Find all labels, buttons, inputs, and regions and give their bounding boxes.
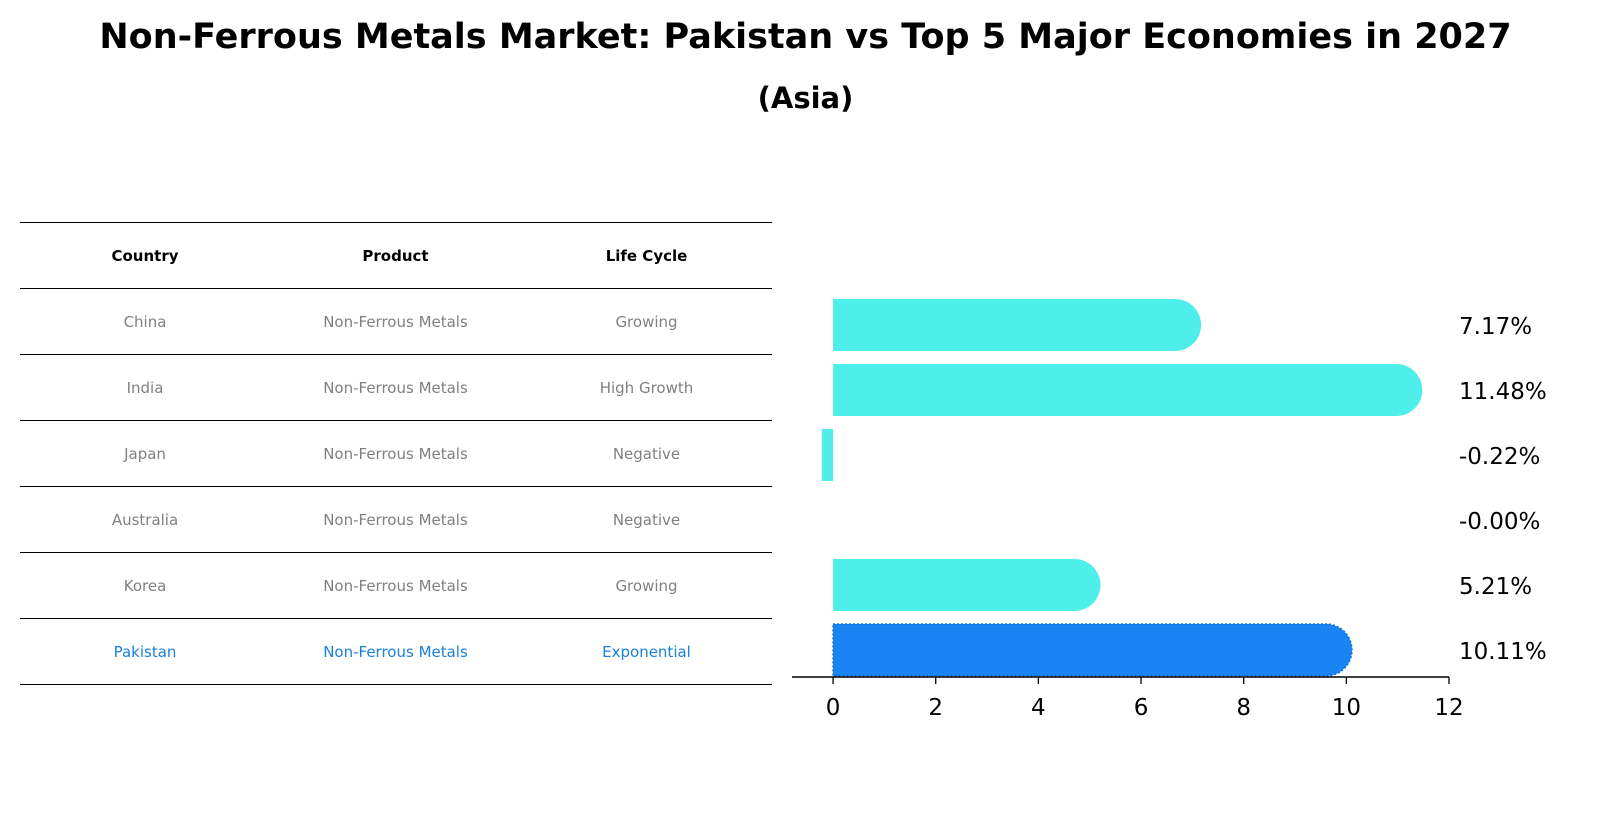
header-country: Country	[20, 222, 270, 289]
cell-life-cycle: Negative	[521, 486, 772, 553]
chart-title: Non-Ferrous Metals Market: Pakistan vs T…	[99, 17, 1512, 57]
table-header-row: Country Product Life Cycle	[20, 222, 772, 289]
header-product: Product	[270, 222, 521, 289]
value-label-japan: -0.22%	[1459, 444, 1540, 470]
x-tick-label-12: 12	[1434, 695, 1463, 721]
value-label-pakistan: 10.11%	[1459, 639, 1547, 665]
cell-product: Non-Ferrous Metals	[270, 420, 521, 487]
x-tick-label-4: 4	[1031, 695, 1046, 721]
bar-india	[833, 364, 1423, 416]
cell-product: Non-Ferrous Metals	[270, 354, 521, 421]
bar-pakistan	[832, 623, 1353, 677]
cell-life-cycle: Growing	[521, 552, 772, 619]
x-tick-label-6: 6	[1134, 695, 1149, 721]
cell-country: India	[20, 354, 270, 421]
comparison-table: Country Product Life Cycle China Non-Fer…	[20, 222, 772, 685]
cell-life-cycle: High Growth	[521, 354, 772, 421]
cell-product: Non-Ferrous Metals	[270, 486, 521, 553]
bar-japan	[821, 429, 834, 481]
bar-china	[833, 299, 1202, 351]
cell-product: Non-Ferrous Metals	[270, 552, 521, 619]
table-row: China Non-Ferrous Metals Growing	[20, 288, 772, 355]
bar-korea	[833, 559, 1101, 611]
table-row-highlight: Pakistan Non-Ferrous Metals Exponential	[20, 618, 772, 685]
cell-country: Pakistan	[20, 618, 270, 685]
header-life-cycle: Life Cycle	[521, 222, 772, 289]
cell-life-cycle: Negative	[521, 420, 772, 487]
cell-product: Non-Ferrous Metals	[270, 288, 521, 355]
cell-country: Australia	[20, 486, 270, 553]
cell-life-cycle: Exponential	[521, 618, 772, 685]
cell-country: China	[20, 288, 270, 355]
x-tick-label-0: 0	[826, 695, 841, 721]
table-row: Japan Non-Ferrous Metals Negative	[20, 420, 772, 487]
cell-product: Non-Ferrous Metals	[270, 618, 521, 685]
x-tick-label-10: 10	[1332, 695, 1361, 721]
bar-chart: 7.17% 11.48% -0.22% -0.00% 5.21% 10.11% 0 2 4 6 8 1…	[792, 299, 1547, 721]
value-label-india: 11.48%	[1459, 379, 1547, 405]
chart-subtitle: (Asia)	[757, 81, 854, 115]
table-row: India Non-Ferrous Metals High Growth	[20, 354, 772, 421]
cell-life-cycle: Growing	[521, 288, 772, 355]
x-tick-label-8: 8	[1236, 695, 1251, 721]
cell-country: Japan	[20, 420, 270, 487]
value-label-china: 7.17%	[1459, 314, 1532, 340]
value-label-korea: 5.21%	[1459, 574, 1532, 600]
cell-country: Korea	[20, 552, 270, 619]
value-label-australia: -0.00%	[1459, 509, 1540, 535]
x-tick-label-2: 2	[928, 695, 943, 721]
table-row: Australia Non-Ferrous Metals Negative	[20, 486, 772, 553]
table-row: Korea Non-Ferrous Metals Growing	[20, 552, 772, 619]
